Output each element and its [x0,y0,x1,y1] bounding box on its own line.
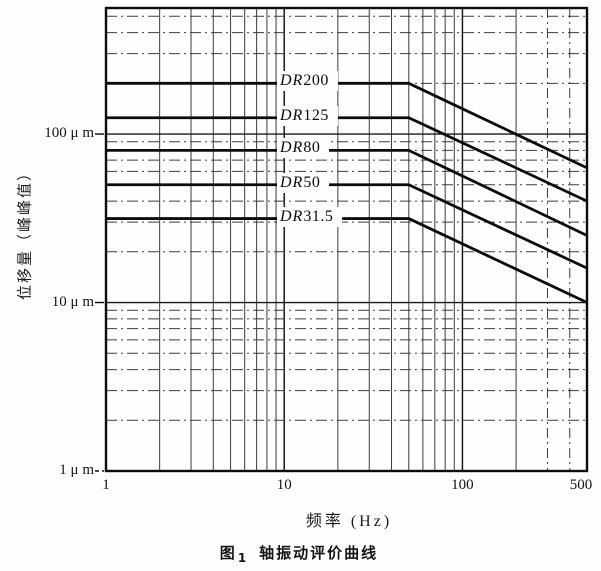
figure-caption-number: 1 [237,551,247,565]
x-tick-label-1: 1 [102,477,110,493]
curve-label-DR200: DR200 [277,71,338,92]
y-tick-label-10: 10 μ m [51,293,94,310]
curve-DR125 [106,116,588,203]
x-axis-title: 频率 (Hz) [305,513,393,530]
curve-label-prefix: DR [280,106,304,124]
plot-border [104,6,589,473]
curve-label-prefix: DR [280,72,304,90]
curve-label-value: 80 [303,139,321,157]
curve-label-DR125: DR125 [277,105,338,126]
curve-DR31.5 [106,217,588,304]
curve-label-value: 31.5 [303,207,334,225]
curve-label-value: 50 [303,173,321,191]
curve-label-prefix: DR [280,207,304,225]
figure-caption-label: 图 [219,544,237,562]
figure-caption: 图1 轴振动评价曲线 [219,542,379,565]
curve-label-prefix: DR [280,173,304,191]
x-tick-label-100: 100 [451,477,474,493]
curve-label-DR50: DR50 [277,172,330,193]
x-tick-label-500: 500 [569,477,593,493]
curve-DR80 [106,148,588,237]
curve-label-DR31.5: DR31.5 [277,206,343,227]
y-tick-label-100: 100 μ m [44,125,94,142]
curve-label-value: 200 [303,72,329,90]
figure-caption-text: 轴振动评价曲线 [259,544,379,562]
curve-label-DR80: DR80 [277,138,330,159]
curve-label-value: 125 [303,106,329,124]
curve-DR200 [106,81,588,170]
curve-DR50 [106,183,588,270]
y-axis-title: 位移量（峰峰值） [17,163,34,301]
x-tick-label-10: 10 [276,477,292,493]
y-tick-label-1: 1 μ m [59,462,94,478]
curve-label-prefix: DR [280,139,304,157]
